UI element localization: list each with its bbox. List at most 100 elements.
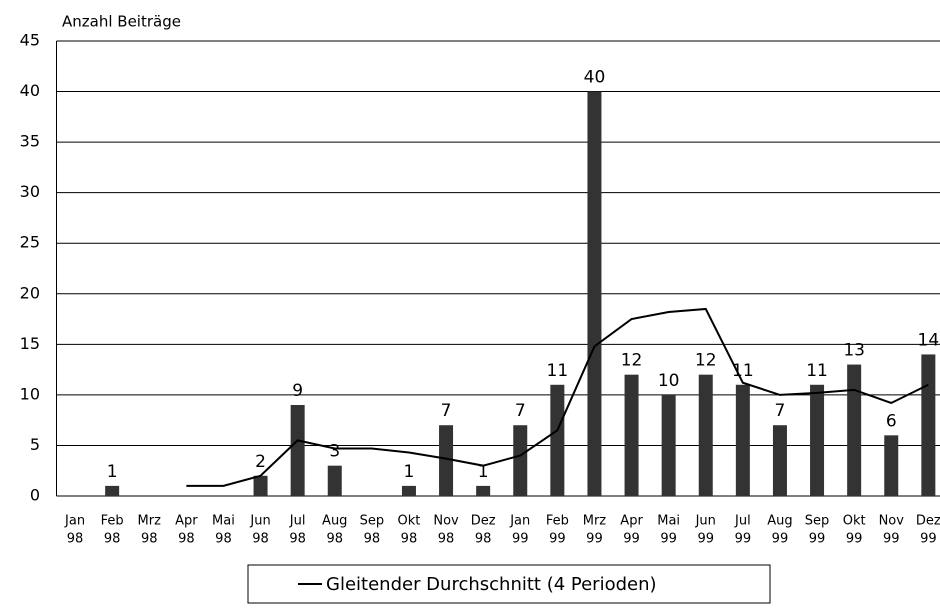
bar [439,425,454,496]
x-tick-label: Mai [212,514,235,529]
x-tick-label: Jul [734,514,751,529]
x-tick-label: 99 [809,532,826,547]
x-tick-label: Feb [101,514,124,529]
data-label: 2 [255,452,266,472]
bar [253,475,268,496]
x-tick-label: 98 [289,532,306,547]
x-tick-label: Jan [509,514,530,529]
x-tick-label: Aug [767,514,792,529]
line-series [186,307,929,487]
bar [884,435,899,496]
data-label: 1 [478,462,489,482]
x-tick-label: 98 [104,532,121,547]
y-tick-label: 10 [20,384,40,403]
data-label: 6 [886,411,897,431]
bar [847,364,862,496]
x-tick-label: Aug [322,514,347,529]
bar [810,384,825,496]
legend-label: Gleitender Durchschnitt (4 Perioden) [326,574,657,595]
data-label: 12 [621,351,643,371]
x-tick-label: 99 [772,532,789,547]
bar [327,465,342,496]
x-tick-label: 99 [549,532,566,547]
data-label: 1 [107,462,118,482]
y-tick-label: 15 [20,334,40,353]
x-tick-label: 98 [326,532,343,547]
x-tick-label: Sep [360,514,385,529]
bar [105,485,120,496]
x-tick-label: 99 [623,532,640,547]
data-label: 40 [584,68,606,88]
x-tick-label: Mai [657,514,680,529]
data-label: 12 [695,351,717,371]
bar [401,485,416,496]
x-tick-label: Mrz [583,514,607,529]
data-label: 11 [732,361,754,381]
x-tick-label: Jan [64,514,85,529]
bar [587,91,602,497]
bar [735,384,750,496]
x-tick-label: Mrz [138,514,162,529]
bar [661,394,676,496]
x-tick-label: Dez [471,514,496,529]
x-tick-label: Okt [398,514,421,529]
x-tick-label: 99 [883,532,900,547]
x-tick-label: Jun [695,514,716,529]
y-tick-label: 35 [20,132,40,151]
x-tick-label: Nov [433,514,459,529]
data-label: 13 [843,341,865,361]
data-label: 10 [658,371,680,391]
x-tick-label: 98 [67,532,84,547]
x-tick-label: 98 [438,532,455,547]
data-label: 14 [918,330,940,350]
data-label: 3 [329,442,340,462]
y-axis-title: Anzahl Beiträge [62,13,181,31]
x-tick-label: 99 [846,532,863,547]
x-tick-label: 99 [735,532,752,547]
x-tick-label: 99 [660,532,677,547]
y-tick-label: 5 [30,435,40,454]
x-tick-label: 98 [475,532,492,547]
bar [698,374,713,496]
data-label: 9 [292,381,303,401]
bar [772,425,787,496]
x-tick-label: Jun [249,514,270,529]
bar [513,425,528,496]
data-label: 7 [515,401,526,421]
y-tick-label: 20 [20,283,40,302]
x-tick-label: 98 [215,532,232,547]
bar [624,374,639,496]
x-tick-label: 99 [697,532,714,547]
x-tick-label: 99 [586,532,603,547]
x-tick-label: 98 [252,532,269,547]
x-tick-label: 98 [141,532,158,547]
y-tick-label: 0 [30,486,40,505]
x-tick-label: Okt [843,514,866,529]
bar [550,384,565,496]
data-label: 11 [547,361,569,381]
y-tick-label: 25 [20,233,40,252]
x-tick-label: Jul [289,514,306,529]
x-tick-label: 98 [364,532,381,547]
bar [290,405,305,496]
data-label: 7 [775,401,786,421]
x-tick-label: 99 [512,532,529,547]
x-tick-label: Feb [546,514,569,529]
legend [247,564,771,604]
x-tick-label: Sep [805,514,830,529]
bar [476,485,491,496]
y-tick-label: 40 [20,81,40,100]
x-tick-label: Nov [879,514,905,529]
x-tick-label: 98 [178,532,195,547]
x-tick-label: Dez [916,514,940,529]
data-label: 7 [441,401,452,421]
data-label: 1 [404,462,415,482]
y-tick-label: 45 [20,31,40,50]
x-tick-label: 99 [920,532,937,547]
y-tick-label: 30 [20,182,40,201]
x-tick-label: Apr [175,514,198,529]
data-label: 11 [806,361,828,381]
x-tick-label: Apr [620,514,643,529]
x-tick-label: 98 [401,532,418,547]
